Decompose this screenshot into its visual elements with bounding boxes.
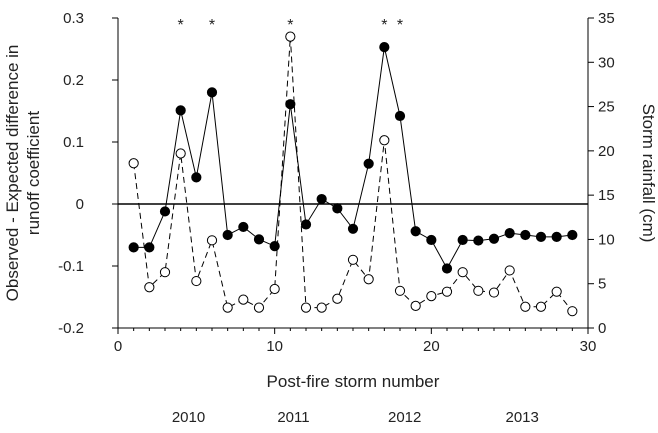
y-right-tick-label: 25	[598, 99, 615, 116]
rainfall-point	[144, 282, 155, 293]
y-right-tick-label: 15	[598, 187, 615, 204]
y-right-tick-label: 30	[598, 54, 615, 71]
runoff-difference-point	[222, 229, 233, 241]
y-right-tick-label: 0	[598, 320, 606, 337]
significance-marker: *	[209, 17, 215, 34]
runoff-difference-point	[504, 228, 515, 239]
rainfall-point	[379, 135, 390, 146]
y-right-tick-label: 35	[598, 10, 615, 27]
plot-axes	[112, 17, 594, 334]
year-label: 2013	[506, 409, 539, 426]
y-left-axis-title-line2: runoff coefficient	[24, 111, 43, 235]
rainfall-point	[426, 291, 437, 302]
significance-marker: *	[287, 17, 293, 34]
x-tick-label: 20	[423, 338, 440, 355]
x-axis-title: Post-fire storm number	[267, 372, 440, 391]
runoff-difference-point	[191, 172, 202, 183]
rainfall-point	[269, 283, 280, 295]
rainfall-point	[300, 302, 312, 313]
runoff-difference-point	[473, 235, 484, 246]
runoff-difference-point	[144, 242, 155, 253]
y-left-tick-label: -0.1	[58, 258, 84, 275]
y-right-tick-label: 10	[598, 231, 615, 248]
runoff-difference-point	[535, 231, 547, 242]
runoff-difference-point	[159, 206, 171, 217]
significance-marker: *	[178, 17, 184, 34]
rainfall-point	[473, 285, 484, 296]
y-left-tick-label: 0.2	[63, 72, 84, 89]
runoff-difference-point	[551, 231, 562, 242]
rainfall-point	[347, 254, 359, 265]
runoff-difference-point	[347, 223, 359, 234]
rainfall-series-line	[133, 36, 573, 312]
x-tick-label: 30	[580, 338, 597, 355]
y-left-axis-title-line1: Observed - Expected difference in	[3, 45, 22, 302]
rainfall-point	[191, 275, 202, 287]
rainfall-point	[316, 302, 327, 313]
plot-marks	[128, 31, 578, 317]
rainfall-point	[222, 302, 233, 313]
y-left-tick-label: 0.3	[63, 10, 84, 27]
rainfall-point	[332, 293, 343, 304]
rainfall-point	[128, 158, 139, 169]
rainfall-point	[551, 286, 562, 297]
runoff-difference-point	[175, 105, 186, 116]
rainfall-point	[285, 31, 296, 42]
rainfall-point	[175, 148, 186, 159]
runoff-difference-point	[567, 229, 578, 241]
rainfall-point	[410, 300, 421, 311]
y-left-tick-label: 0.1	[63, 134, 84, 151]
year-label: 2010	[172, 409, 205, 426]
rainfall-point	[238, 294, 249, 305]
runoff-difference-point	[441, 263, 453, 274]
runoff-difference-point	[128, 242, 139, 253]
runoff-difference-point	[206, 87, 218, 98]
year-label: 2011	[277, 409, 309, 426]
runoff-difference-point	[269, 241, 280, 252]
y-left-tick-label: 0	[76, 196, 84, 213]
runoff-difference-point	[363, 158, 374, 169]
runoff-difference-point	[410, 226, 421, 237]
significance-marker: *	[381, 17, 387, 34]
significance-marker: *	[397, 17, 403, 34]
rainfall-point	[520, 301, 531, 312]
runoff-difference-point	[488, 233, 500, 244]
rainfall-point	[363, 274, 374, 285]
y-left-tick-label: -0.2	[58, 320, 84, 337]
runoff-difference-point	[426, 234, 437, 246]
runoff-difference-point	[238, 221, 249, 233]
y-right-tick-label: 5	[598, 276, 606, 293]
plot-labels: 0 10 20 30 -0.2 -0.1 0 0.1 0.2 0.3 0 5 10 15 20 25 30 35 P…	[3, 10, 658, 426]
runoff-difference-point	[332, 203, 343, 214]
rainfall-point	[535, 301, 547, 312]
rainfall-point	[159, 267, 171, 278]
rainfall-point	[457, 267, 468, 278]
runoff-difference-point	[253, 234, 265, 245]
runoff-difference-point	[379, 42, 390, 53]
rainfall-point	[441, 286, 453, 297]
runoff-difference-point	[316, 193, 327, 205]
runoff-difference-point	[457, 234, 468, 246]
x-tick-label: 10	[266, 338, 283, 355]
rainfall-point	[394, 285, 406, 296]
rainfall-point	[206, 235, 218, 246]
rainfall-point	[488, 287, 500, 298]
y-right-axis-title: Storm rainfall (cm)	[639, 104, 658, 243]
rainfall-point	[567, 306, 578, 317]
rainfall-point	[253, 302, 265, 313]
runoff-difference-point	[520, 229, 531, 241]
runoff-difference-point	[300, 219, 312, 230]
x-tick-label: 0	[114, 338, 122, 355]
rainfall-point	[504, 265, 515, 276]
y-right-tick-label: 20	[598, 143, 615, 160]
year-label: 2012	[388, 409, 421, 426]
runoff-difference-point	[394, 110, 406, 122]
